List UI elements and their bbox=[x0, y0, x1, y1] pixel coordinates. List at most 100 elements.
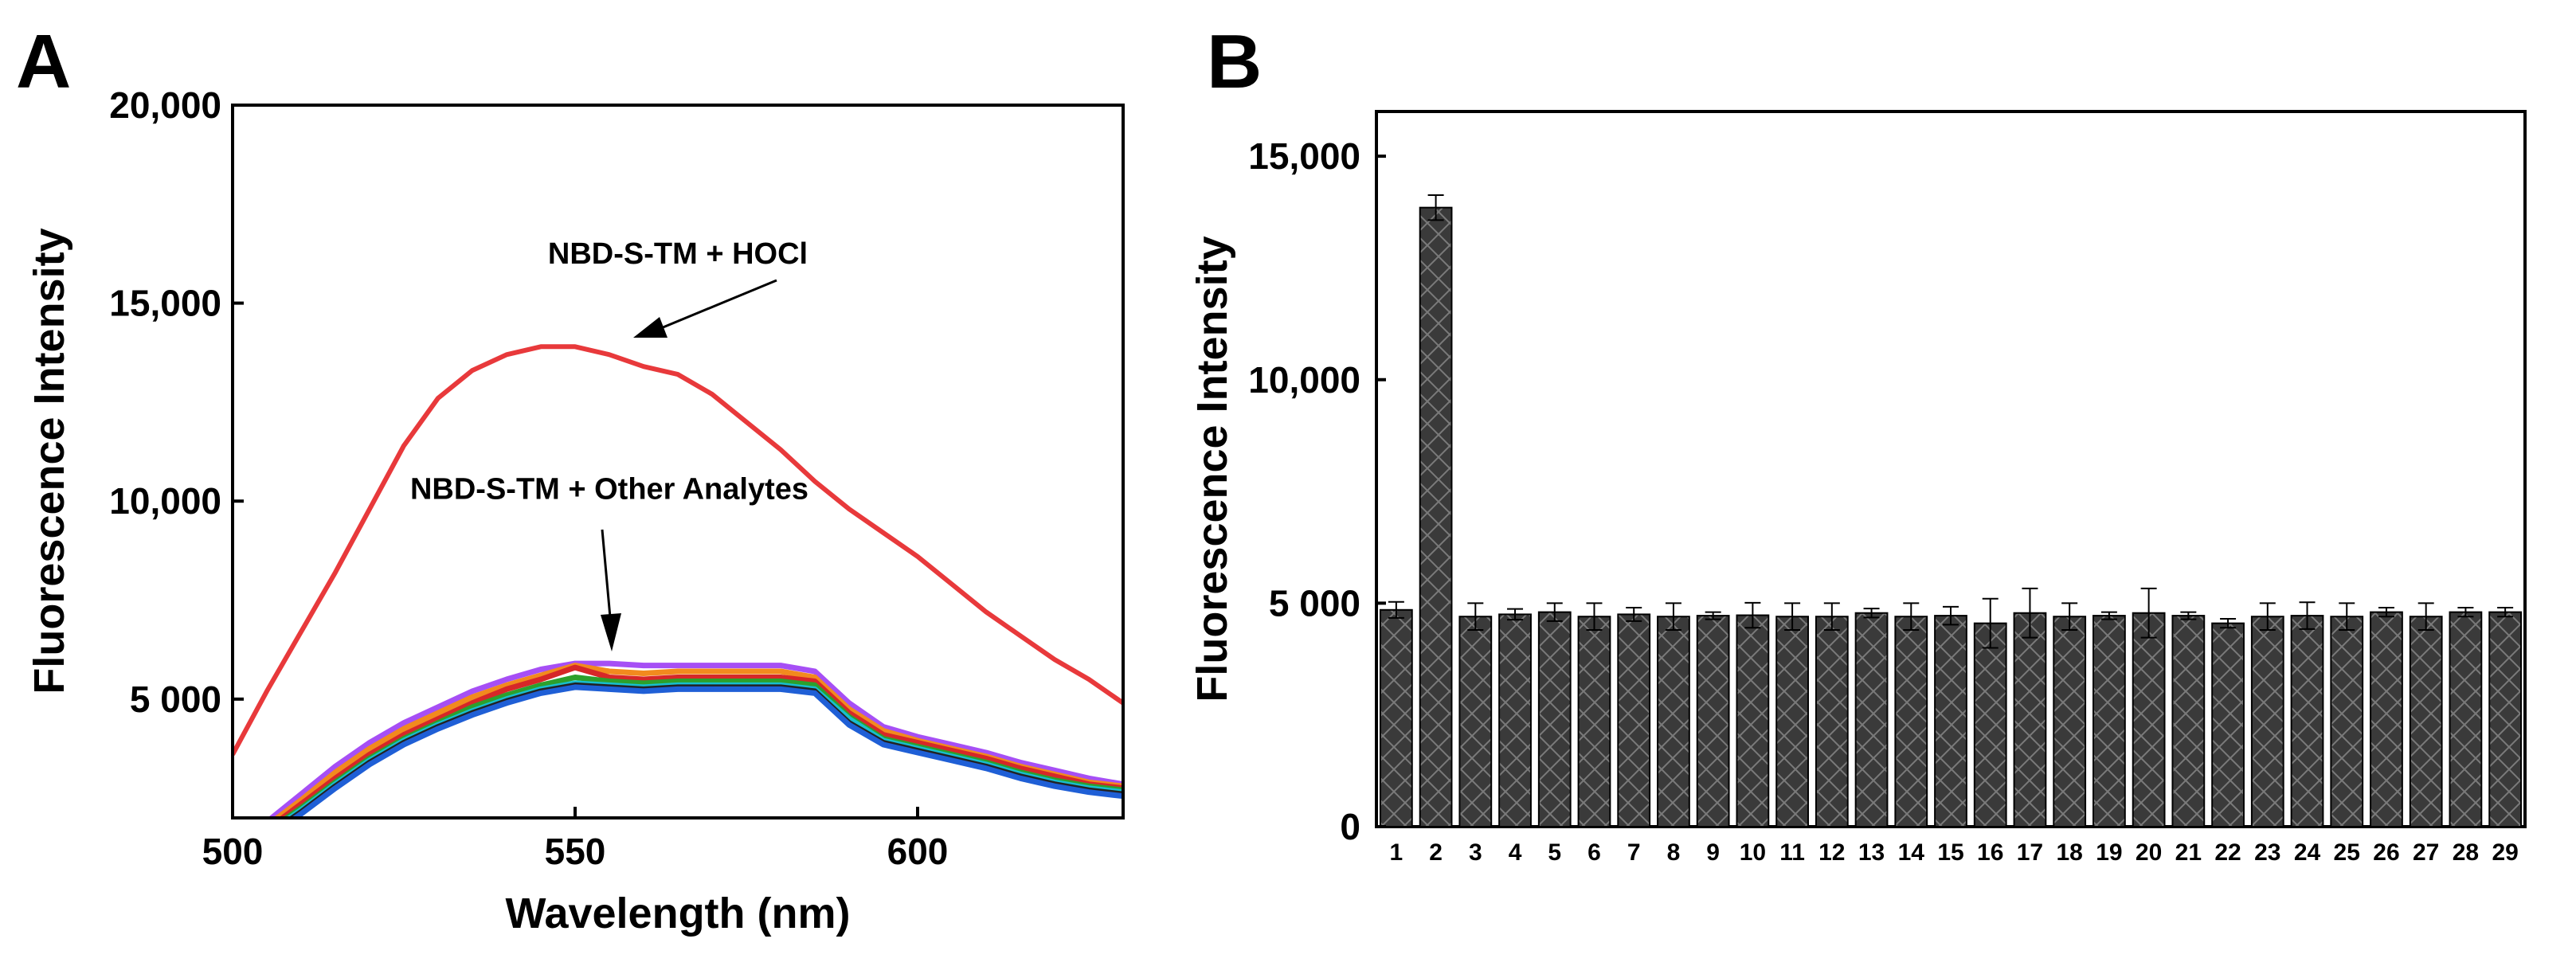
error-bar-23 bbox=[2259, 602, 2276, 632]
y-tick-label: 0 bbox=[1340, 806, 1360, 847]
x-tick-label: 3 bbox=[1469, 839, 1482, 866]
series-7-point bbox=[916, 750, 919, 754]
error-bar-11 bbox=[1784, 602, 1801, 632]
series-7-point bbox=[950, 758, 953, 762]
error-bar-25 bbox=[2339, 602, 2355, 632]
bar-2 bbox=[1419, 206, 1453, 827]
series-3-point bbox=[950, 749, 953, 753]
panel-a-x-ticks: 500 550 600 bbox=[202, 807, 948, 872]
series-0-point bbox=[334, 570, 337, 574]
x-tick-label: 5 bbox=[1548, 839, 1561, 866]
x-tick-label: 24 bbox=[2294, 839, 2321, 866]
error-bar-12 bbox=[1823, 602, 1840, 632]
series-3-point bbox=[916, 741, 919, 745]
bar-28 bbox=[2449, 611, 2483, 827]
bar-25 bbox=[2330, 616, 2364, 828]
series-7-point bbox=[471, 713, 474, 717]
error-bar-26 bbox=[2378, 606, 2394, 618]
series-0-point bbox=[916, 554, 919, 558]
x-tick-label: 1 bbox=[1390, 839, 1403, 866]
series-3-point bbox=[985, 757, 988, 761]
panel-b-y-ticks: 0 5 000 10,000 15,000 bbox=[1248, 135, 1386, 847]
series-0-point bbox=[745, 420, 748, 424]
series-1-point bbox=[745, 663, 748, 667]
series-1-point bbox=[676, 663, 679, 667]
panel-a-y-axis-title: Fluorescence Intensity bbox=[25, 228, 73, 694]
panel-a-letter: A bbox=[16, 19, 71, 104]
series-4-point bbox=[642, 681, 645, 685]
x-tick-label: 22 bbox=[2214, 839, 2241, 866]
annotation-other-analytes: NBD-S-TM + Other Analytes bbox=[410, 473, 808, 507]
series-2-point bbox=[711, 670, 714, 674]
series-1-point bbox=[779, 663, 782, 667]
error-bar-24 bbox=[2299, 601, 2316, 630]
series-2-point bbox=[334, 770, 337, 774]
series-7-point bbox=[985, 766, 988, 770]
series-4-point bbox=[711, 679, 714, 683]
bar-1 bbox=[1379, 608, 1413, 827]
bar-29 bbox=[2488, 611, 2523, 827]
series-1-point bbox=[711, 663, 714, 667]
error-bar-17 bbox=[2022, 587, 2038, 639]
series-7-point bbox=[813, 691, 816, 695]
series-7-point bbox=[608, 687, 611, 691]
bar-15 bbox=[1934, 615, 1967, 828]
series-1-point bbox=[950, 743, 953, 747]
series-0-point bbox=[402, 444, 405, 448]
error-bar-10 bbox=[1744, 601, 1761, 629]
error-bar-14 bbox=[1903, 602, 1920, 632]
series-1-point bbox=[437, 705, 440, 709]
bar-21 bbox=[2171, 615, 2206, 828]
annotation-hocl: NBD-S-TM + HOCl bbox=[548, 237, 808, 271]
error-bar-19 bbox=[2100, 611, 2117, 620]
bar-18 bbox=[2053, 616, 2087, 828]
series-3-point bbox=[642, 677, 645, 681]
series-line-0 bbox=[233, 344, 1123, 756]
series-1-point bbox=[985, 750, 988, 754]
x-tick-label: 20 bbox=[2136, 839, 2162, 866]
series-7-point bbox=[1087, 790, 1090, 794]
bar-5 bbox=[1537, 611, 1572, 827]
error-bar-22 bbox=[2220, 618, 2237, 629]
series-0-point bbox=[882, 531, 885, 534]
series-1-point bbox=[813, 670, 816, 674]
bar-14 bbox=[1894, 616, 1928, 828]
series-3-point bbox=[1053, 774, 1056, 778]
y-tick-label: 5 000 bbox=[1269, 582, 1360, 624]
x-tick-label: 12 bbox=[1818, 839, 1845, 866]
series-1-point bbox=[539, 667, 542, 671]
error-bar-29 bbox=[2497, 606, 2514, 618]
series-4-point bbox=[505, 693, 508, 697]
series-7-point bbox=[1019, 776, 1022, 780]
series-2-point bbox=[471, 695, 474, 699]
bar-13 bbox=[1854, 612, 1889, 827]
series-7-point bbox=[882, 743, 885, 747]
series-7-point bbox=[642, 689, 645, 693]
bar-26 bbox=[2370, 611, 2403, 827]
series-3-point bbox=[574, 666, 577, 670]
x-tick-label: 14 bbox=[1898, 839, 1925, 866]
error-bar-1 bbox=[1388, 600, 1404, 619]
series-0-point bbox=[642, 365, 645, 369]
x-tick-label: 15 bbox=[1937, 839, 1963, 866]
error-bar-3 bbox=[1467, 602, 1484, 632]
panel-b-x-ticks: 1 2 3 4 5 6 7 8 9 10 11 12 13 14 15 16 17 18 19 20 21 22 23 24 2… bbox=[1390, 839, 2519, 866]
panel-a: A 5 000 10,000 15,000 20,000 500 550 600 Wave… bbox=[16, 19, 1125, 937]
error-bar-20 bbox=[2140, 587, 2157, 639]
series-3-point bbox=[539, 677, 542, 681]
series-1-point bbox=[402, 721, 405, 725]
panel-a-x-axis-title: Wavelength (nm) bbox=[505, 890, 850, 937]
error-bar-9 bbox=[1705, 611, 1721, 620]
error-bar-27 bbox=[2417, 602, 2434, 632]
x-tick-label: 28 bbox=[2453, 839, 2479, 866]
series-3-point bbox=[676, 675, 679, 679]
y-tick-label: 5 000 bbox=[130, 679, 221, 720]
y-tick-label: 10,000 bbox=[1248, 359, 1360, 401]
series-3-point bbox=[779, 675, 782, 679]
series-1-point bbox=[334, 765, 337, 769]
series-1-point bbox=[608, 662, 611, 666]
x-tick-label: 9 bbox=[1706, 839, 1720, 866]
series-2-point bbox=[505, 683, 508, 687]
bar-6 bbox=[1577, 616, 1611, 828]
series-7-point bbox=[676, 687, 679, 691]
